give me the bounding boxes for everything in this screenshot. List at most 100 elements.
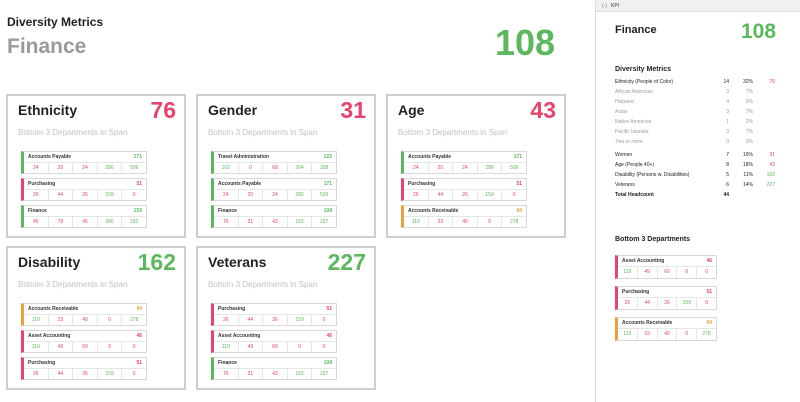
department-name: Accounts Receivable xyxy=(622,320,673,326)
department-name: Accounts Payable xyxy=(408,154,452,160)
metric-count: 3 xyxy=(726,129,729,135)
metric-row: Hispanic 4 9% xyxy=(615,99,790,109)
metric-benchmark: 162 xyxy=(766,172,775,178)
kpi-icon: (·) xyxy=(602,2,607,9)
department-value: 171 xyxy=(133,154,142,160)
department-cell: 40 xyxy=(453,217,478,227)
department-cell: 26 xyxy=(404,190,429,200)
department-cell: 159 xyxy=(478,190,503,200)
department-header: Finance 108 xyxy=(214,358,336,369)
department-cells: 119 33 40 0 278 xyxy=(24,315,146,325)
department-cell: 20 xyxy=(429,163,454,173)
department-cell: 31 xyxy=(239,369,264,379)
department-row[interactable]: Accounts Payable 171 24 20 24 286 509 xyxy=(21,151,147,174)
metric-percent: 14% xyxy=(742,182,753,188)
department-cell: 0 xyxy=(322,317,326,323)
metric-percent: 2% xyxy=(745,119,753,125)
department-cell: 509 xyxy=(320,192,329,198)
department-row[interactable]: Purchasing 51 26 44 26 159 0 xyxy=(21,178,147,201)
department-cells: 26 44 26 159 0 xyxy=(404,190,526,200)
department-list: Purchasing 51 26 44 26 159 0 Asset Accounting 46… xyxy=(211,303,337,384)
metric-percent: 7% xyxy=(745,129,753,135)
department-row[interactable]: Purchasing 51 26 44 26 159 0 xyxy=(615,286,717,310)
department-name: Finance xyxy=(218,208,237,214)
department-value: 46 xyxy=(136,333,142,339)
department-list: Travel Administration 122 102 0 68 204 238 Acco… xyxy=(211,151,337,232)
department-row[interactable]: Finance 159 45 78 45 286 333 xyxy=(21,205,147,228)
department-row[interactable]: Purchasing 51 26 44 26 159 0 xyxy=(211,303,337,326)
department-cells: 24 20 24 286 509 xyxy=(214,190,336,200)
department-row[interactable]: Purchasing 51 26 44 26 159 0 xyxy=(21,357,147,380)
department-cell: 76 xyxy=(214,217,239,227)
metric-label: Native American xyxy=(615,119,652,125)
department-cell: 33 xyxy=(638,329,658,340)
kpi-card-veterans[interactable]: Veterans 227 Bottom 3 Departments in Span P… xyxy=(196,246,376,390)
department-row[interactable]: Purchasing 51 26 44 26 159 0 xyxy=(401,178,527,201)
department-value: 51 xyxy=(136,360,142,366)
department-cells: 24 20 24 286 509 xyxy=(404,163,526,173)
department-row[interactable]: Travel Administration 122 102 0 68 204 238 xyxy=(211,151,337,174)
department-cells: 26 44 26 159 0 xyxy=(24,369,146,379)
department-cell: 45 xyxy=(73,217,98,227)
metric-label: Age (People 40+) xyxy=(615,162,655,168)
department-row[interactable]: Asset Accounting 46 119 49 60 0 0 xyxy=(21,330,147,353)
department-header: Purchasing 51 xyxy=(618,287,716,298)
department-cell: 0 xyxy=(132,371,136,377)
department-cell: 44 xyxy=(429,190,454,200)
department-cell: 60 xyxy=(263,342,288,352)
department-cells: 24 20 24 286 509 xyxy=(24,163,146,173)
department-cell: 33 xyxy=(429,217,454,227)
metric-row: Women 7 16% 31 xyxy=(615,152,790,162)
department-cell: 278 xyxy=(130,317,139,323)
department-cells: 102 0 68 204 238 xyxy=(214,163,336,173)
department-cell: 227 xyxy=(320,219,329,225)
metrics-heading: Diversity Metrics xyxy=(615,66,672,73)
department-name: Accounts Receivable xyxy=(408,208,459,214)
department-cells: 45 78 45 286 333 xyxy=(24,217,146,227)
kpi-card-gender[interactable]: Gender 31 Bottom 3 Departments in Span Trav… xyxy=(196,94,376,238)
department-header: Accounts Payable 171 xyxy=(214,179,336,190)
department-cell: 509 xyxy=(510,165,519,171)
department-row[interactable]: Accounts Receivable 94 119 33 40 0 278 xyxy=(615,317,717,341)
department-row[interactable]: Accounts Receivable 94 119 33 40 0 278 xyxy=(21,303,147,326)
metric-label: Asian xyxy=(615,109,628,115)
kpi-card-disability[interactable]: Disability 162 Bottom 3 Departments in Spa… xyxy=(6,246,186,390)
department-row[interactable]: Accounts Receivable 94 119 33 40 0 278 xyxy=(401,205,527,228)
department-cell: 45 xyxy=(24,217,49,227)
department-cell: 68 xyxy=(263,163,288,173)
department-header: Accounts Receivable 94 xyxy=(618,318,716,329)
panel-header-bar[interactable]: (·) KPI xyxy=(596,0,800,12)
metric-count: 5 xyxy=(726,172,729,178)
department-value: 51 xyxy=(516,181,522,187)
department-cell: 0 xyxy=(677,267,698,278)
panel-total-value: 108 xyxy=(741,20,777,43)
department-cell: 0 xyxy=(98,342,123,352)
department-name: Asset Accounting xyxy=(28,333,71,339)
department-cell: 31 xyxy=(239,217,264,227)
department-cells: 76 31 43 162 227 xyxy=(214,369,336,379)
department-cells: 119 49 60 0 0 xyxy=(618,267,716,278)
department-name: Asset Accounting xyxy=(622,258,665,264)
metric-count: 44 xyxy=(723,192,729,198)
department-name: Purchasing xyxy=(622,289,650,295)
department-header: Travel Administration 122 xyxy=(214,152,336,163)
department-row[interactable]: Finance 108 76 31 43 162 227 xyxy=(211,357,337,380)
kpi-card-age[interactable]: Age 43 Bottom 3 Departments in Span Account… xyxy=(386,94,566,238)
department-row[interactable]: Asset Accounting 46 119 49 60 0 0 xyxy=(211,330,337,353)
kpi-card-ethnicity[interactable]: Ethnicity 76 Bottom 3 Departments in Span A… xyxy=(6,94,186,238)
card-caption: Bottom 3 Departments in Span xyxy=(208,280,318,289)
department-header: Purchasing 51 xyxy=(24,358,146,369)
metric-percent: 18% xyxy=(742,162,753,168)
department-cell: 119 xyxy=(214,342,239,352)
department-cell: 159 xyxy=(677,298,698,309)
metric-count: 1 xyxy=(726,119,729,125)
card-title: Age xyxy=(398,102,425,118)
metric-label: Pacific Islander xyxy=(615,129,649,135)
department-value: 94 xyxy=(706,320,712,326)
department-row[interactable]: Finance 108 76 31 43 162 227 xyxy=(211,205,337,228)
department-row[interactable]: Accounts Payable 171 24 20 24 286 509 xyxy=(211,178,337,201)
department-cells: 119 33 40 0 278 xyxy=(404,217,526,227)
department-row[interactable]: Accounts Payable 171 24 20 24 286 509 xyxy=(401,151,527,174)
department-row[interactable]: Asset Accounting 46 119 49 60 0 0 xyxy=(615,255,717,279)
department-header: Finance 108 xyxy=(214,206,336,217)
